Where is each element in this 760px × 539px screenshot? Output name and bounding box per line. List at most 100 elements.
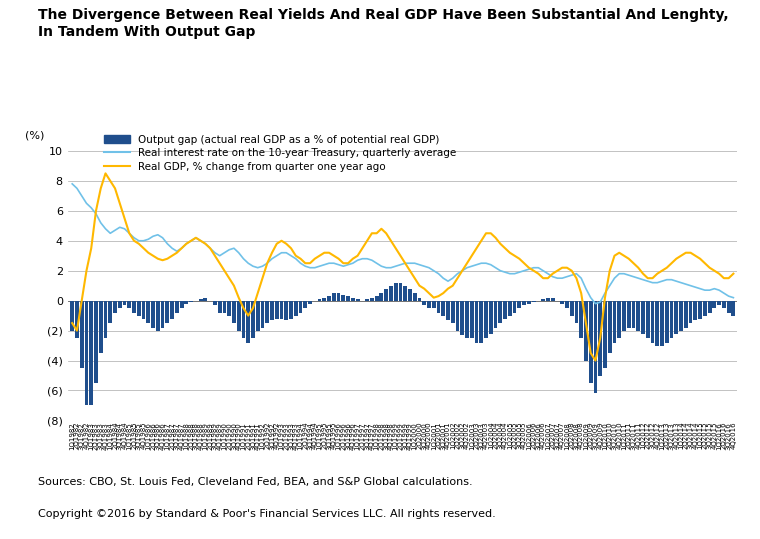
Bar <box>303 301 307 308</box>
Bar <box>570 301 574 316</box>
Bar <box>646 301 650 338</box>
Bar <box>689 301 692 323</box>
Bar <box>385 289 388 301</box>
Bar <box>175 301 179 313</box>
Bar <box>242 301 245 338</box>
Bar <box>118 301 122 308</box>
Bar <box>636 301 640 330</box>
Bar <box>508 301 511 316</box>
Bar <box>560 301 564 303</box>
Bar <box>251 301 255 338</box>
Bar <box>379 293 383 301</box>
Bar <box>351 298 355 301</box>
Bar <box>693 301 697 320</box>
Bar <box>356 299 359 301</box>
Bar <box>289 301 293 319</box>
Bar <box>584 301 587 361</box>
Bar <box>575 301 578 323</box>
Bar <box>147 301 150 323</box>
Bar <box>198 299 203 301</box>
Bar <box>156 301 160 330</box>
Bar <box>442 301 445 316</box>
Bar <box>660 301 664 345</box>
Bar <box>617 301 621 338</box>
Bar <box>489 301 492 334</box>
Bar <box>370 298 374 301</box>
Bar <box>151 301 155 328</box>
Bar <box>518 301 521 308</box>
Bar <box>284 301 288 320</box>
Bar <box>494 301 498 328</box>
Bar <box>332 293 336 301</box>
Bar <box>632 301 635 328</box>
Bar <box>99 301 103 353</box>
Text: Copyright ©2016 by Standard & Poor's Financial Services LLC. All rights reserved: Copyright ©2016 by Standard & Poor's Fin… <box>38 509 496 520</box>
Legend: Output gap (actual real GDP as a % of potential real GDP), Real interest rate on: Output gap (actual real GDP as a % of po… <box>104 135 457 172</box>
Bar <box>413 293 416 301</box>
Bar <box>347 296 350 301</box>
Bar <box>318 299 321 301</box>
Bar <box>465 301 469 338</box>
Bar <box>261 301 264 328</box>
Bar <box>655 301 659 345</box>
Bar <box>532 301 536 302</box>
Bar <box>641 301 645 334</box>
Bar <box>565 301 568 308</box>
Bar <box>551 298 555 301</box>
Bar <box>366 299 369 301</box>
Bar <box>294 301 298 316</box>
Bar <box>598 301 602 376</box>
Bar <box>227 301 231 316</box>
Bar <box>389 286 393 301</box>
Bar <box>246 301 250 343</box>
Bar <box>84 301 88 405</box>
Bar <box>122 301 126 305</box>
Bar <box>394 282 397 301</box>
Bar <box>712 301 716 308</box>
Bar <box>308 301 312 303</box>
Bar <box>513 301 517 313</box>
Bar <box>679 301 683 330</box>
Bar <box>613 301 616 343</box>
Bar <box>223 301 226 313</box>
Bar <box>170 301 174 319</box>
Bar <box>94 301 98 383</box>
Bar <box>166 301 169 323</box>
Bar <box>475 301 479 343</box>
Bar <box>722 301 726 308</box>
Bar <box>327 296 331 301</box>
Bar <box>341 295 345 301</box>
Bar <box>651 301 654 343</box>
Bar <box>128 301 131 308</box>
Bar <box>703 301 707 316</box>
Bar <box>470 301 473 338</box>
Bar <box>299 301 302 313</box>
Bar <box>256 301 260 330</box>
Bar <box>670 301 673 338</box>
Bar <box>608 301 612 353</box>
Bar <box>375 296 378 301</box>
Bar <box>480 301 483 343</box>
Bar <box>213 301 217 305</box>
Bar <box>427 301 431 308</box>
Bar <box>71 301 74 330</box>
Bar <box>594 301 597 393</box>
Bar <box>708 301 711 313</box>
Text: (%): (%) <box>25 130 44 140</box>
Bar <box>218 301 222 313</box>
Bar <box>484 301 488 338</box>
Bar <box>90 301 93 405</box>
Bar <box>275 301 279 319</box>
Bar <box>698 301 702 319</box>
Bar <box>265 301 269 323</box>
Bar <box>189 301 193 302</box>
Bar <box>546 298 549 301</box>
Bar <box>436 301 440 313</box>
Bar <box>137 301 141 316</box>
Bar <box>113 301 117 313</box>
Bar <box>627 301 631 328</box>
Bar <box>408 289 412 301</box>
Bar <box>237 301 241 330</box>
Bar <box>132 301 136 313</box>
Bar <box>527 301 530 303</box>
